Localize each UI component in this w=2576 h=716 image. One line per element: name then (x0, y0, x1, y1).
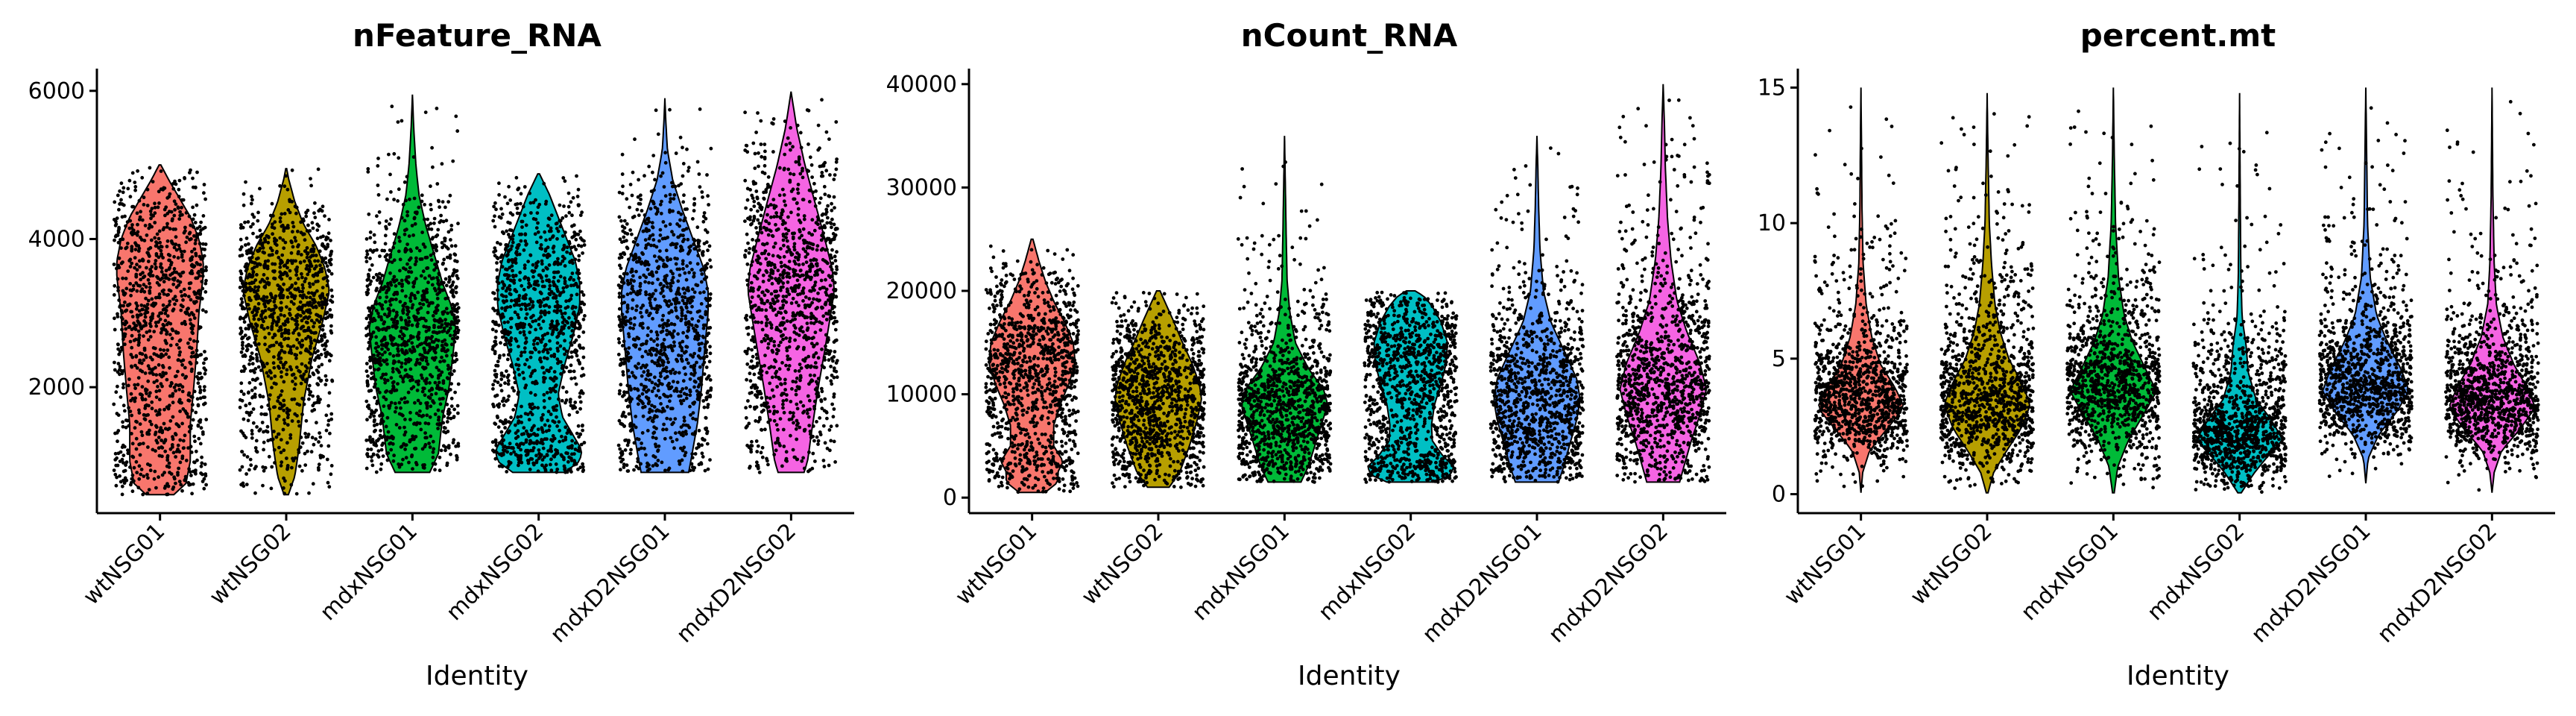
violin-body (747, 91, 836, 474)
x-tick-label: mdxD2NSG01 (1418, 518, 1547, 648)
violin-wtNSG01 (112, 164, 209, 497)
x-tick-label: wtNSG01 (78, 518, 170, 610)
y-tick-label: 2000 (28, 374, 85, 401)
x-tick-label: mdxD2NSG02 (2373, 518, 2502, 648)
x-axis-label: Identity (426, 661, 528, 691)
violin-mdxD2NSG02 (743, 91, 839, 474)
jitter-points (238, 167, 335, 496)
y-tick-label: 30000 (886, 175, 957, 201)
x-axis-label: Identity (2127, 661, 2229, 691)
x-axis-label: Identity (1298, 661, 1401, 691)
y-tick-label: 10 (1758, 210, 1786, 236)
violin-wtNSG01 (1813, 87, 1909, 493)
jitter-points (112, 166, 209, 497)
x-tick-label: wtNSG02 (1076, 518, 1168, 610)
jitter-points (2317, 106, 2414, 479)
jitter-points (1813, 105, 1909, 489)
jitter-points (2191, 131, 2288, 494)
violin-mdxNSG02 (1363, 290, 1459, 484)
y-tick-label: 4000 (28, 226, 85, 252)
jitter-points (2444, 99, 2540, 492)
x-tick-label: mdxNSG01 (2016, 518, 2124, 626)
y-tick-label: 5 (1772, 346, 1786, 372)
violin-mdxD2NSG02 (2444, 87, 2540, 493)
x-tick-label: wtNSG02 (1905, 518, 1997, 610)
jitter-points (1615, 98, 1711, 484)
x-tick-label: mdxD2NSG01 (2247, 518, 2376, 648)
x-tick-label: mdxD2NSG01 (546, 518, 675, 648)
x-tick-label: mdxNSG01 (1187, 518, 1295, 626)
x-tick-label: mdxNSG02 (441, 518, 549, 626)
violin-mdxNSG01 (1236, 136, 1333, 484)
violin-mdxD2NSG01 (1489, 136, 1585, 484)
jitter-points (1939, 112, 2036, 490)
violin-mdxNSG02 (490, 173, 587, 474)
panel-ncount-rna: nCount_RNA 0 10000 20000 30000 40000 wtNSG01 w… (886, 17, 1726, 691)
panel-title: nCount_RNA (1241, 17, 1458, 54)
violin-body (2195, 92, 2284, 494)
jitter-points (984, 244, 1080, 494)
y-tick-label: 0 (1772, 482, 1786, 508)
x-tick-label: mdxNSG02 (2142, 518, 2250, 626)
jitter-points (1489, 146, 1585, 484)
violin-wtNSG02 (1110, 290, 1207, 489)
violin-mdxNSG01 (364, 94, 461, 474)
jitter-points (616, 107, 713, 474)
x-tick-label: mdxNSG02 (1313, 518, 1421, 626)
y-tick-label: 15 (1758, 75, 1786, 101)
jitter-points (1363, 290, 1459, 484)
jitter-points (364, 104, 461, 474)
violin-mdxNSG02 (2191, 92, 2288, 494)
panel-title: nFeature_RNA (353, 17, 602, 54)
violin-wtNSG01 (984, 238, 1080, 494)
x-tick-label: wtNSG01 (950, 518, 1042, 610)
panel-title: percent.mt (2080, 17, 2276, 54)
y-tick-label: 0 (943, 485, 957, 511)
violin-mdxNSG01 (2065, 87, 2162, 494)
x-tick-label: mdxNSG01 (315, 518, 423, 626)
jitter-points (1110, 290, 1207, 489)
x-tick-label: mdxD2NSG02 (672, 518, 801, 648)
jitter-points (743, 98, 839, 474)
jitter-points (2065, 109, 2162, 490)
y-tick-label: 10000 (886, 382, 957, 408)
violin-body (1619, 84, 1708, 483)
violin-wtNSG02 (1939, 92, 2036, 494)
y-tick-label: 40000 (886, 72, 957, 98)
jitter-points (490, 174, 587, 474)
violin-mdxD2NSG01 (2317, 87, 2414, 484)
x-tick-label: wtNSG02 (204, 518, 296, 610)
violin-wtNSG02 (238, 167, 335, 496)
y-tick-label: 6000 (28, 78, 85, 104)
jitter-points (1236, 160, 1333, 484)
violin-mdxD2NSG02 (1615, 84, 1711, 484)
x-tick-label: mdxD2NSG02 (1544, 518, 1673, 648)
violin-mdxD2NSG01 (616, 98, 713, 474)
x-tick-label: wtNSG01 (1779, 518, 1871, 610)
y-tick-label: 20000 (886, 278, 957, 304)
